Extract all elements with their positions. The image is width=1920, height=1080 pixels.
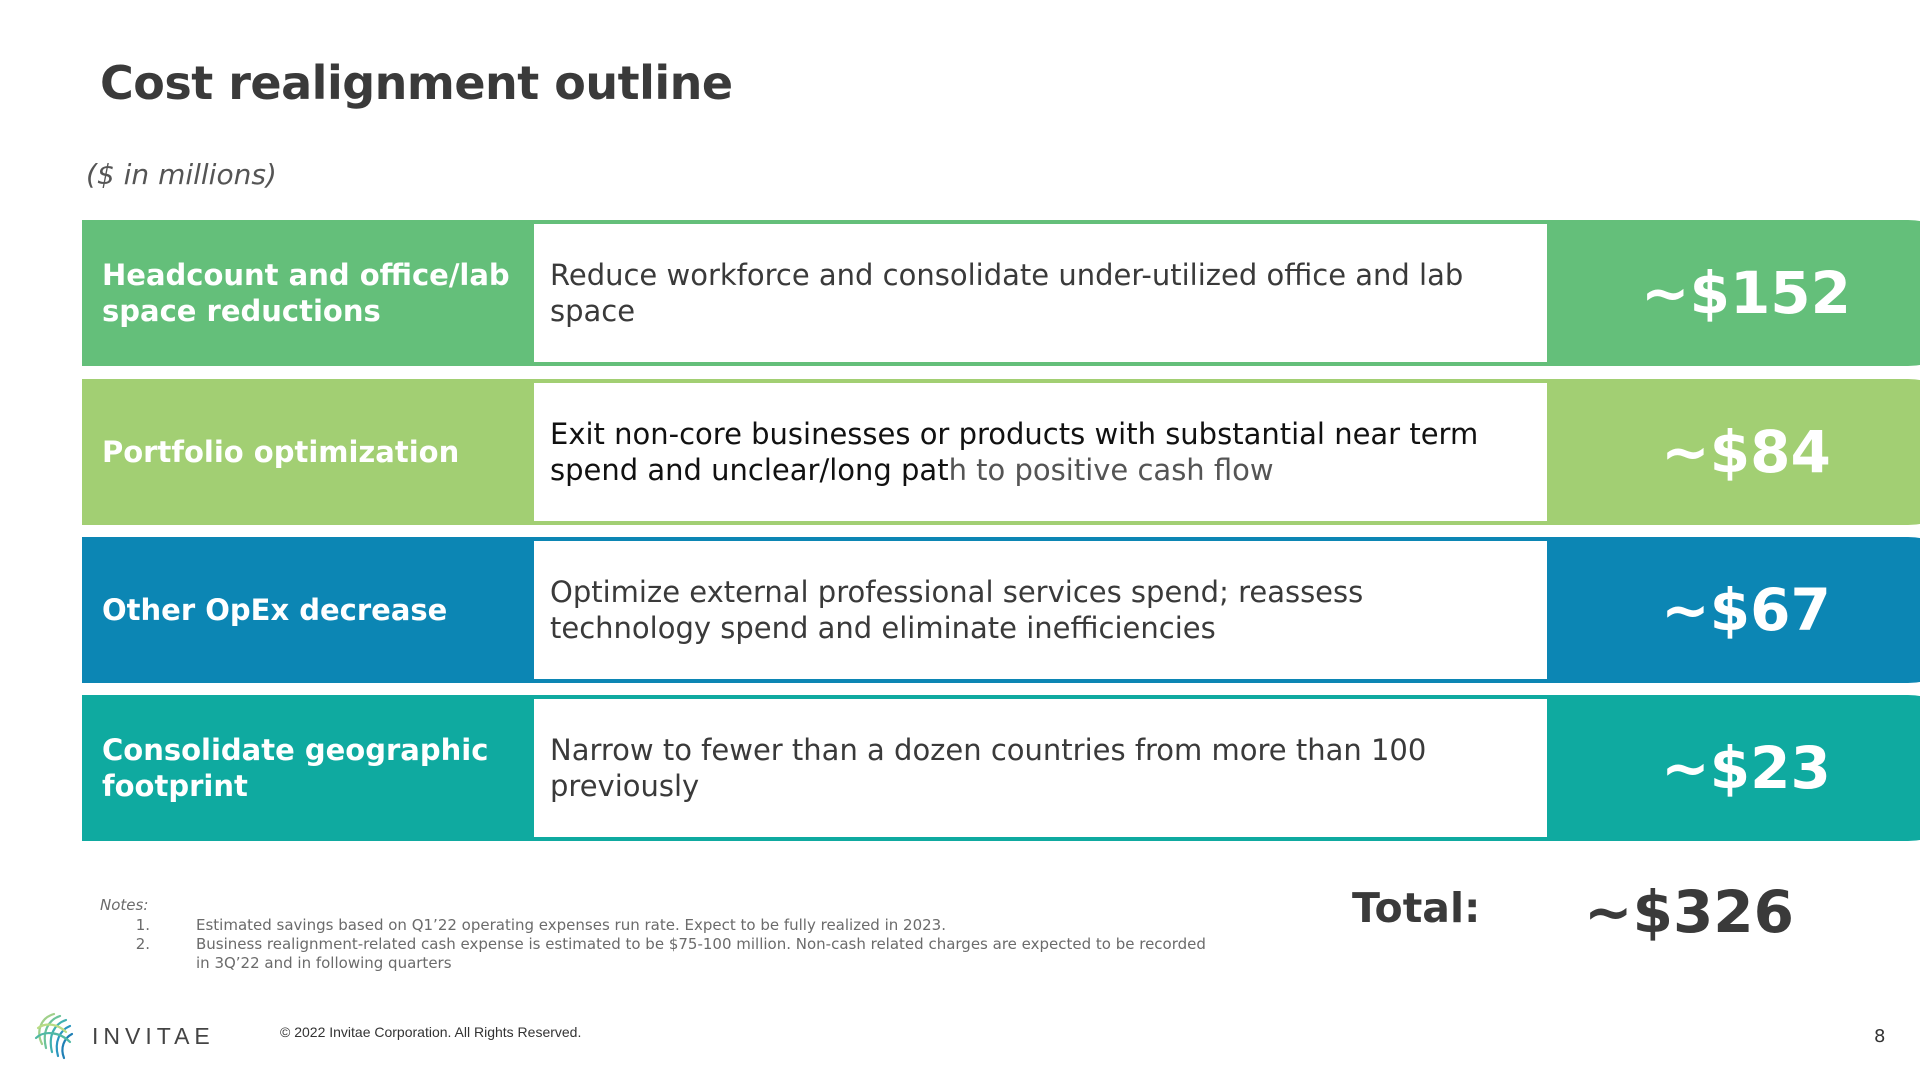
row-description: Narrow to fewer than a dozen countries f… xyxy=(530,695,1551,841)
row-label: Portfolio optimization xyxy=(82,379,530,525)
notes: Notes: 1. Estimated savings based on Q1’… xyxy=(100,896,1220,973)
row-description-part1: Exit non-core businesses or products wit… xyxy=(550,416,1479,487)
invitae-mark-icon xyxy=(34,1012,74,1060)
page-number: 8 xyxy=(1874,1026,1886,1047)
invitae-logo: INVITAE xyxy=(30,1010,215,1062)
row-description: Exit non-core businesses or products wit… xyxy=(530,379,1551,525)
row-description-text: Optimize external professional services … xyxy=(550,574,1364,645)
row-description-part2: h to positive cash flow xyxy=(948,453,1274,487)
row-description-text: Narrow to fewer than a dozen countries f… xyxy=(550,732,1427,803)
note-number: 1. xyxy=(135,916,150,934)
notes-heading: Notes: xyxy=(100,896,149,914)
total-value: ~$326 xyxy=(1584,878,1795,946)
cost-row-portfolio: Portfolio optimization Exit non-core bus… xyxy=(82,379,1920,525)
note-item: 1. Estimated savings based on Q1’22 oper… xyxy=(100,916,1220,935)
logo-wordmark: INVITAE xyxy=(92,1022,215,1049)
row-label: Consolidate geographic footprint xyxy=(82,695,530,841)
note-item: 2. Business realignment-related cash exp… xyxy=(100,935,1220,973)
row-value: ~$67 xyxy=(1551,537,1920,683)
row-description: Reduce workforce and consolidate under-u… xyxy=(530,220,1551,366)
note-text: Estimated savings based on Q1’22 operati… xyxy=(196,916,946,934)
total-label: Total: xyxy=(1352,884,1481,932)
cost-row-geographic: Consolidate geographic footprint Narrow … xyxy=(82,695,1920,841)
row-value: ~$84 xyxy=(1551,379,1920,525)
row-description: Optimize external professional services … xyxy=(530,537,1551,683)
cost-row-opex: Other OpEx decrease Optimize external pr… xyxy=(82,537,1920,683)
page-title: Cost realignment outline xyxy=(100,56,733,110)
note-text: Business realignment-related cash expens… xyxy=(196,935,1206,972)
row-value: ~$152 xyxy=(1551,220,1920,366)
row-description-text: Exit non-core businesses or products wit… xyxy=(550,416,1531,489)
copyright: © 2022 Invitae Corporation. All Rights R… xyxy=(280,1024,582,1040)
row-description-text: Reduce workforce and consolidate under-u… xyxy=(550,257,1464,328)
row-value: ~$23 xyxy=(1551,695,1920,841)
row-label: Other OpEx decrease xyxy=(82,537,530,683)
cost-row-headcount: Headcount and office/lab space reduction… xyxy=(82,220,1920,366)
note-number: 2. xyxy=(135,935,150,953)
row-label: Headcount and office/lab space reduction… xyxy=(82,220,530,366)
units-caption: ($ in millions) xyxy=(86,158,277,191)
